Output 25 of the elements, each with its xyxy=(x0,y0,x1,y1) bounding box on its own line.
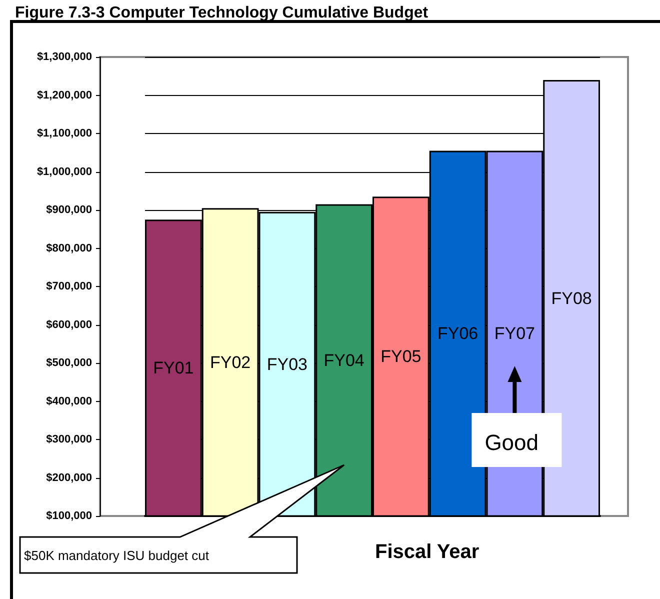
y-tick-label: $100,000 xyxy=(46,510,92,522)
x-tick-label: FY06 xyxy=(437,324,478,344)
x-tick-label: FY07 xyxy=(494,324,536,344)
x-tick-label: FY08 xyxy=(551,288,592,308)
y-tick-label: $400,000 xyxy=(46,395,92,408)
x-tick-label: FY03 xyxy=(266,354,308,374)
y-tick-label: $500,000 xyxy=(46,357,92,369)
x-tick-label: FY05 xyxy=(380,347,422,366)
annotation: Good xyxy=(484,430,539,455)
y-tick-label: $1,100,000 xyxy=(36,128,92,140)
x-axis-title: Fiscal Year xyxy=(375,541,480,563)
y-tick-label: $1,200,000 xyxy=(36,89,92,102)
y-tick-label: $700,000 xyxy=(46,280,92,292)
chart-title: Figure 7.3-3 Computer Technology Cumulative Budget xyxy=(15,4,429,22)
text: $50K mandatory ISU budget cut xyxy=(24,548,210,563)
y-tick-label: $600,000 xyxy=(46,318,92,331)
y-tick-label: $900,000 xyxy=(46,204,92,216)
x-tick-label: FY02 xyxy=(210,352,251,372)
y-tick-label: $300,000 xyxy=(46,434,92,446)
x-tick-label: FY01 xyxy=(153,358,194,378)
y-tick-label: $800,000 xyxy=(46,242,92,254)
y-tick-label: $200,000 xyxy=(46,472,92,484)
y-tick-label: $1,000,000 xyxy=(36,166,92,178)
x-tick-label: FY04 xyxy=(324,351,364,370)
y-tick-label: $1,300,000 xyxy=(36,51,92,63)
